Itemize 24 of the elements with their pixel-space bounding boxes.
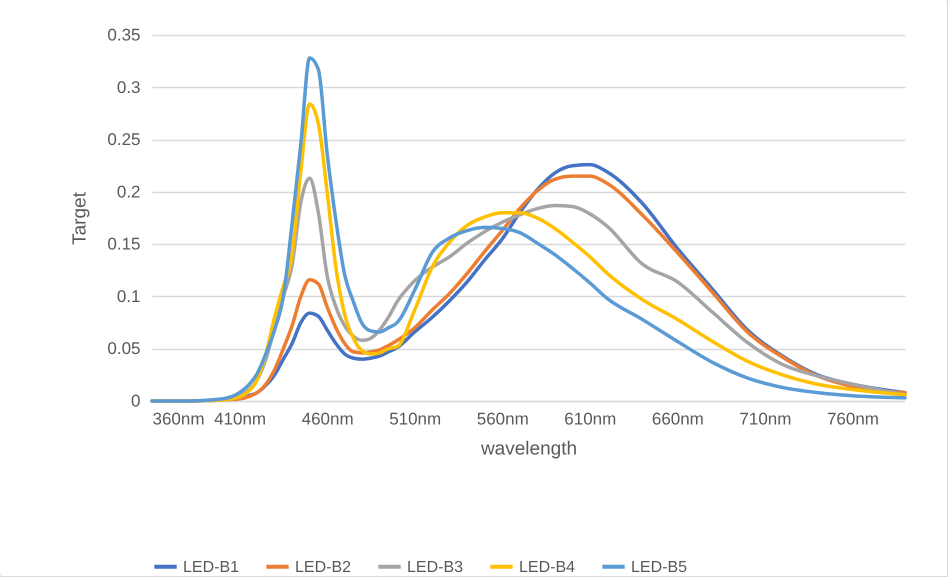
y-tick-label: 0 (131, 392, 140, 410)
y-tick-label: 0.35 (107, 26, 140, 44)
y-tick-label: 0.25 (107, 130, 140, 150)
y-tick-label: 0.05 (107, 339, 140, 358)
legend-label: LED-B3 (407, 558, 464, 576)
x-tick-label: 710nm (739, 410, 792, 428)
legend-label: LED-B2 (295, 558, 352, 576)
y-tick-label: 0.3 (116, 78, 140, 97)
y-tick-label: 0.1 (116, 286, 140, 306)
x-tick-label: 610nm (564, 410, 616, 428)
y-tick-label: 0.2 (116, 182, 140, 202)
x-tick-label: 510nm (389, 410, 442, 428)
x-tick-label: 660nm (652, 410, 704, 428)
y-tick-label: 0.15 (107, 234, 140, 254)
y-axis-title: Target (69, 191, 90, 245)
legend-label: LED-B1 (183, 558, 240, 576)
x-tick-label: 760nm (826, 410, 879, 428)
legend-label: LED-B5 (631, 558, 688, 576)
x-tick-label: 360nm (152, 410, 204, 428)
x-tick-label: 460nm (302, 410, 354, 428)
x-tick-label: 560nm (476, 410, 529, 428)
x-axis-title: wavelength (480, 438, 578, 460)
x-tick-label: 410nm (214, 410, 266, 428)
legend-label: LED-B4 (519, 558, 576, 576)
